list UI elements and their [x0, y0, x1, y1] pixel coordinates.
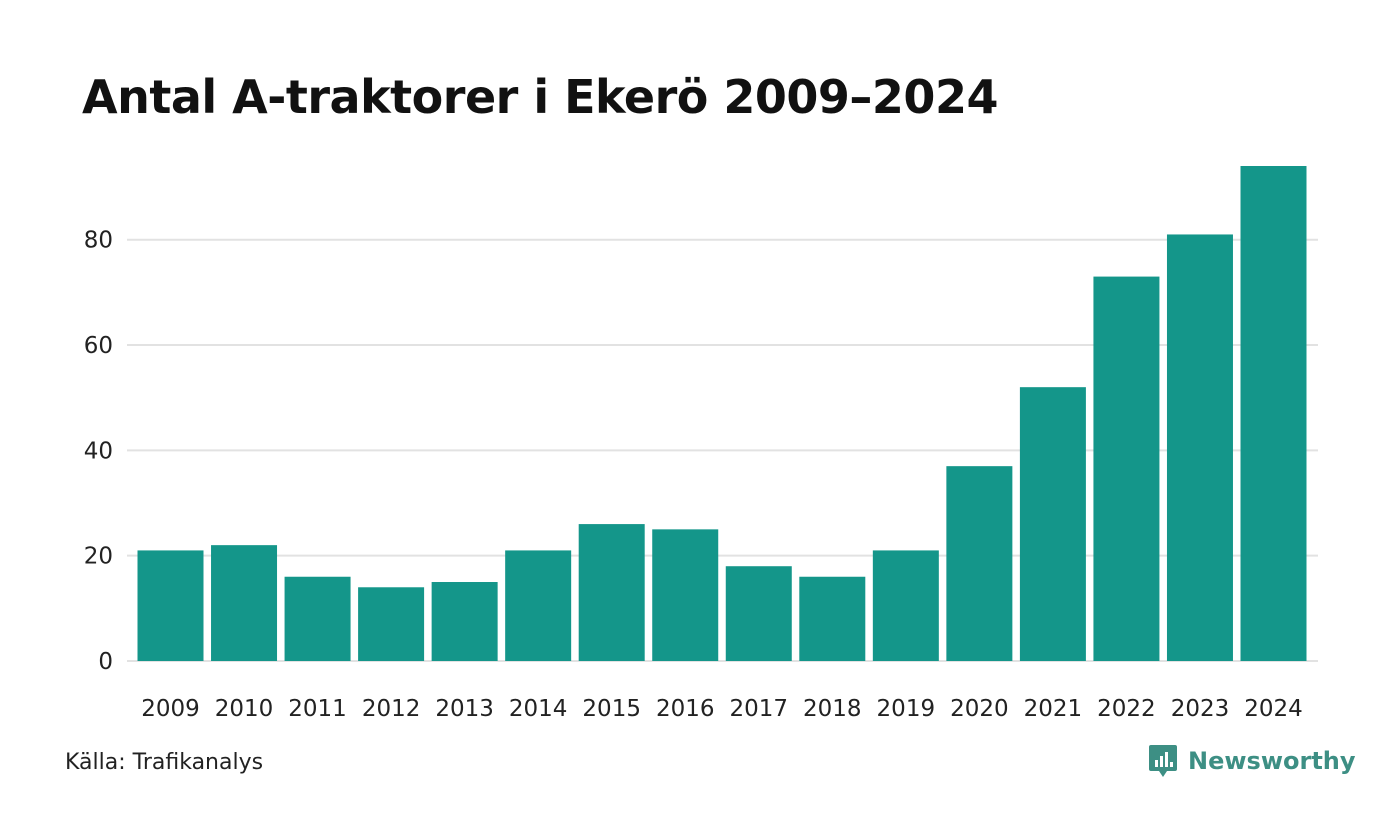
y-tick-label: 0 — [98, 649, 113, 675]
y-axis-ticks: 0 20 40 60 80 — [84, 228, 113, 675]
x-tick-label: 2024 — [1244, 696, 1303, 722]
bar-2024 — [1240, 166, 1307, 661]
bar-2019 — [872, 550, 939, 661]
x-tick-label: 2016 — [656, 696, 715, 722]
brand-logo[interactable]: Newsworthy — [1148, 744, 1356, 778]
x-tick-label: 2014 — [509, 696, 568, 722]
x-tick-label: 2015 — [582, 696, 641, 722]
bar-2013 — [431, 582, 498, 661]
bars — [137, 166, 1307, 661]
bar-2021 — [1019, 387, 1086, 661]
bar-2017 — [725, 566, 792, 661]
x-tick-label: 2019 — [877, 696, 936, 722]
y-tick-label: 60 — [84, 333, 113, 359]
bar-2020 — [946, 466, 1013, 661]
bar-2012 — [358, 587, 425, 661]
chart-title: Antal A-traktorer i Ekerö 2009–2024 — [82, 70, 998, 124]
y-tick-label: 20 — [84, 544, 113, 570]
bar-2010 — [211, 545, 278, 661]
x-tick-label: 2022 — [1097, 696, 1156, 722]
x-tick-label: 2013 — [435, 696, 494, 722]
bar-2011 — [284, 576, 351, 661]
bar-2015 — [578, 524, 645, 661]
x-tick-label: 2017 — [729, 696, 788, 722]
brand-name: Newsworthy — [1188, 747, 1356, 775]
y-tick-label: 40 — [84, 438, 113, 464]
bar-2022 — [1093, 276, 1160, 661]
bar-2009 — [137, 550, 204, 661]
bar-2018 — [799, 576, 866, 661]
bar-2023 — [1166, 234, 1233, 661]
x-tick-label: 2020 — [950, 696, 1009, 722]
x-tick-label: 2009 — [141, 696, 200, 722]
newsworthy-logo-icon — [1149, 745, 1177, 777]
x-tick-label: 2012 — [362, 696, 421, 722]
x-tick-label: 2018 — [803, 696, 862, 722]
y-tick-label: 80 — [84, 228, 113, 254]
x-tick-label: 2010 — [215, 696, 274, 722]
bar-2016 — [652, 529, 719, 661]
bar-2014 — [505, 550, 572, 661]
x-tick-label: 2023 — [1171, 696, 1230, 722]
source-note: Källa: Trafikanalys — [65, 750, 264, 775]
x-axis-ticks: 2009 2010 2011 2012 2013 2014 2015 2016 2017 2018… — [141, 696, 1303, 722]
x-tick-label: 2021 — [1024, 696, 1083, 722]
x-tick-label: 2011 — [288, 696, 347, 722]
